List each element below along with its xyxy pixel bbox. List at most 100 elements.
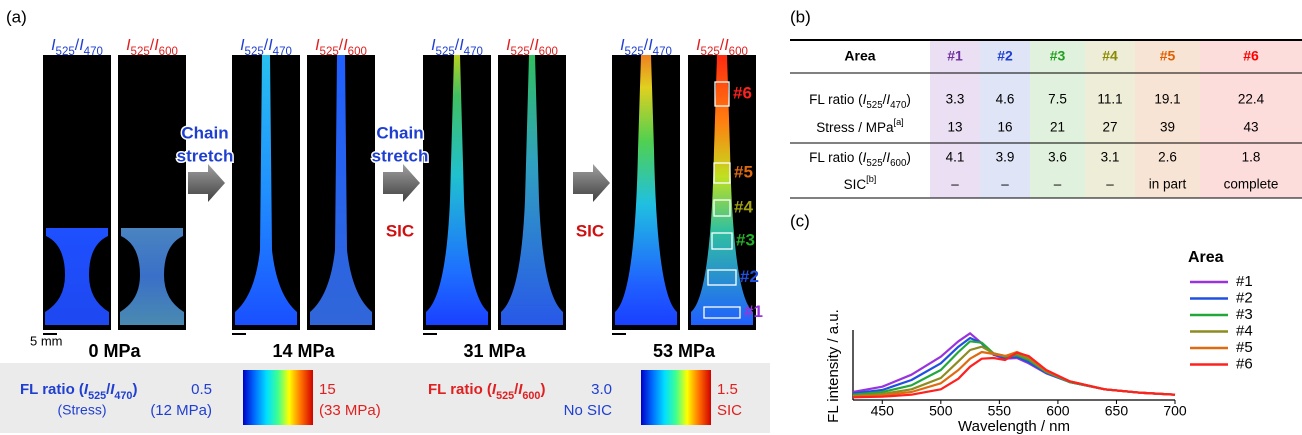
panel-label: (a) (6, 7, 27, 26)
column-background (1135, 40, 1200, 198)
ratio-label: I525/I600 (696, 37, 748, 58)
colorbar-title: FL ratio (I525/I600) (428, 381, 545, 402)
x-tick-label: 700 (1163, 403, 1187, 419)
row-label: FL ratio (I525/I470) (809, 92, 911, 112)
text-part: 525 (511, 46, 530, 58)
scale-label: 5 mm (30, 333, 63, 348)
column-header: #6 (1243, 48, 1259, 64)
legend-label: #1 (1236, 273, 1253, 290)
text-part: I (648, 37, 653, 54)
table-cell: 7.5 (1048, 92, 1067, 107)
ratio-label: I525/I470 (620, 37, 672, 58)
text-part: / (264, 37, 269, 54)
legend-label: #2 (1236, 289, 1253, 306)
text-part: ) (906, 92, 911, 107)
region-box (707, 269, 737, 286)
table-cell: 39 (1160, 120, 1175, 135)
text-part: [b] (866, 174, 876, 184)
text-part: 525 (701, 46, 720, 58)
region-label: #6 (733, 83, 752, 102)
text-part: 525 (436, 46, 455, 58)
text-part: I (343, 37, 348, 54)
text-part: I (886, 150, 890, 165)
column-header: #4 (1102, 48, 1118, 64)
colorbar-low-note: No SIC (564, 402, 613, 419)
panel-label: (c) (790, 211, 810, 230)
legend-label: #4 (1236, 322, 1253, 339)
text-part: 600 (159, 46, 178, 58)
specimen (120, 228, 184, 325)
ratio-label: I525/I600 (315, 37, 367, 58)
specimen (45, 228, 109, 325)
text-part: I (126, 37, 131, 54)
table-cell: – (951, 177, 959, 192)
text-part: 525 (866, 158, 882, 169)
text-part: I (51, 37, 56, 54)
region-label: #3 (736, 230, 755, 249)
text-part: / (644, 37, 649, 54)
text-part: 470 (273, 46, 292, 58)
text-part: 525 (625, 46, 644, 58)
text-part: 600 (348, 46, 367, 58)
ratio-label: I525/I470 (240, 37, 292, 58)
legend-label: #6 (1236, 355, 1253, 372)
text-part: FL ratio ( (428, 381, 492, 398)
text-part: / (883, 150, 887, 165)
colorbar-high-note: (33 MPa) (319, 402, 381, 419)
text-part: SIC (844, 177, 867, 192)
text-part: 525 (56, 46, 75, 58)
stress-label: 0 MPa (88, 341, 141, 361)
text-part: I (492, 381, 497, 398)
text-part: I (84, 381, 89, 398)
text-part: 600 (890, 158, 907, 169)
region-box (703, 306, 741, 319)
x-tick-label: 450 (871, 403, 895, 419)
table-cell: 19.1 (1154, 92, 1180, 107)
text-part: I (431, 37, 436, 54)
text-part: I (459, 37, 464, 54)
legend-label: #5 (1236, 339, 1253, 356)
specimen (501, 55, 563, 325)
x-tick-label: 650 (1105, 403, 1129, 419)
text-part: I (110, 381, 115, 398)
y-axis-label: FL intensity / a.u. (825, 309, 842, 423)
table-cell: 43 (1243, 120, 1258, 135)
process-label: stretch (177, 146, 234, 165)
specimen (310, 55, 372, 325)
column-header: #3 (1050, 48, 1066, 64)
text-part: 470 (84, 46, 103, 58)
text-part: 525 (496, 390, 514, 402)
x-tick-label: 550 (988, 403, 1012, 419)
text-part: I (724, 37, 729, 54)
text-part: 600 (522, 390, 540, 402)
table-cell: in part (1149, 177, 1187, 192)
text-part: I (506, 37, 511, 54)
table-cell: 2.6 (1158, 150, 1177, 165)
colorbar-low: 3.0 (591, 381, 612, 398)
colorbar-high: 1.5 (717, 381, 738, 398)
text-part: FL ratio ( (20, 381, 84, 398)
colorbar-high-note: SIC (717, 402, 742, 419)
colorbar (641, 370, 711, 425)
table-cell: 11.1 (1097, 92, 1122, 107)
region-box (711, 232, 733, 250)
table-cell: 1.8 (1242, 150, 1261, 165)
text-part: ) (132, 381, 137, 398)
text-part: 525 (320, 46, 339, 58)
colorbar-subtitle: (Stress) (58, 402, 107, 418)
text-part: [a] (894, 117, 904, 127)
ratio-label: I525/I600 (126, 37, 178, 58)
row-label: SIC[b] (844, 174, 877, 191)
table-cell: 3.3 (946, 92, 965, 107)
column-background (1200, 40, 1302, 198)
text-part: I (696, 37, 701, 54)
text-part: I (863, 150, 867, 165)
process-label: Chain (181, 123, 228, 142)
region-label: #5 (734, 162, 753, 181)
specimen (691, 55, 753, 325)
legend-label: #3 (1236, 306, 1253, 323)
text-part: I (154, 37, 159, 54)
stress-label: 14 MPa (272, 341, 335, 361)
ratio-label: I525/I600 (506, 37, 558, 58)
text-part: / (514, 381, 519, 398)
